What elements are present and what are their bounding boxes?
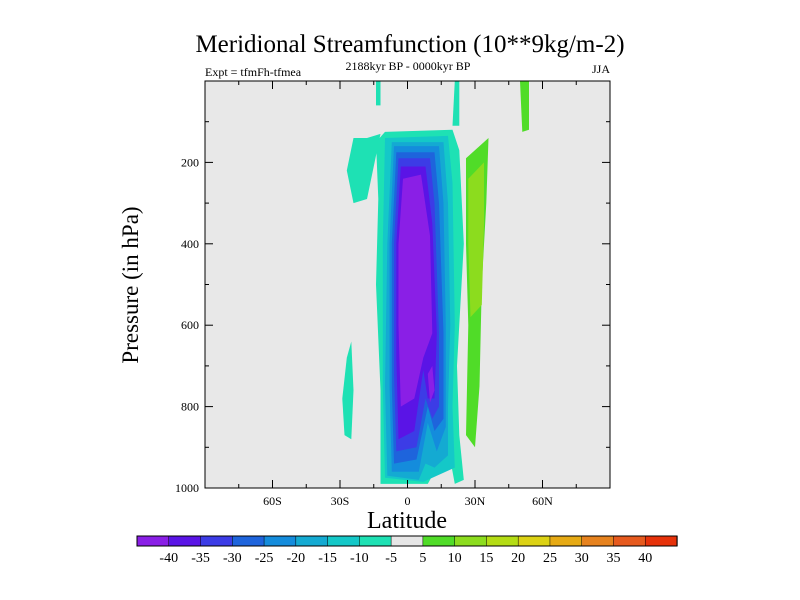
y-tick-label: 400 <box>181 237 199 251</box>
x-tick-label: 0 <box>405 494 411 508</box>
experiment-label: Expt = tfmFh-tfmea <box>205 65 302 79</box>
colorbar: -40 -35 -30 -25 -20 -15 -10 -5 5 10 15 20 25 30 35 40 <box>136 535 678 566</box>
y-axis: 200 400 600 800 1000 <box>175 121 610 495</box>
colorbar-swatch <box>422 535 456 547</box>
colorbar-label: -35 <box>191 551 210 566</box>
colorbar-label: -30 <box>223 551 242 566</box>
x-axis: 60S 30S 0 30N 60N <box>238 81 577 508</box>
x-tick-label: 30S <box>331 494 350 508</box>
colorbar-label: -10 <box>350 551 369 566</box>
colorbar-label: -25 <box>255 551 274 566</box>
colorbar-label: 5 <box>419 551 426 566</box>
colorbar-label: 20 <box>511 551 525 566</box>
contour-region-3 <box>376 81 381 106</box>
colorbar-label: 40 <box>638 551 652 566</box>
colorbar-swatch <box>549 535 583 547</box>
colorbar-swatch <box>168 535 202 547</box>
colorbar-swatch <box>581 535 615 547</box>
contour-region-0 <box>346 133 381 204</box>
colorbar-swatch <box>295 535 329 547</box>
y-tick-label: 200 <box>181 155 199 169</box>
colorbar-swatch <box>263 535 297 547</box>
y-tick-label: 600 <box>181 318 199 332</box>
y-tick-label: 800 <box>181 400 199 414</box>
colorbar-label: 15 <box>479 551 493 566</box>
colorbar-swatch <box>200 535 233 547</box>
colorbar-label: -20 <box>286 551 305 566</box>
y-axis-label: Pressure (in hPa) <box>118 206 143 363</box>
colorbar-swatch <box>486 535 519 547</box>
colorbar-swatch <box>644 535 678 547</box>
colorbar-label: -40 <box>159 551 178 566</box>
contour-region-1 <box>342 341 354 440</box>
x-tick-label: 60S <box>263 494 282 508</box>
contour-regions <box>342 81 529 484</box>
colorbar-swatch <box>454 535 488 547</box>
period-label: 2188kyr BP - 0000kyr BP <box>346 59 471 73</box>
y-tick-label: 1000 <box>175 481 199 495</box>
x-tick-label: 30N <box>465 494 486 508</box>
colorbar-label: 25 <box>543 551 557 566</box>
colorbar-label: 35 <box>606 551 620 566</box>
contour-region-15 <box>468 162 484 318</box>
contour-region-4 <box>452 81 460 126</box>
contour-region-11 <box>398 174 433 407</box>
contour-region-12 <box>427 365 435 403</box>
colorbar-swatch <box>517 535 551 547</box>
colorbar-label: -5 <box>385 551 397 566</box>
x-axis-label: Latitude <box>367 508 447 534</box>
colorbar-label: 30 <box>575 551 589 566</box>
colorbar-swatch <box>613 535 646 547</box>
colorbar-swatch <box>136 535 170 547</box>
colorbar-swatch <box>232 535 265 547</box>
colorbar-label: -15 <box>318 551 337 566</box>
contour-region-14 <box>520 81 529 132</box>
colorbar-frame <box>136 535 678 547</box>
colorbar-label: 10 <box>448 551 462 566</box>
colorbar-swatch <box>327 535 360 547</box>
season-label: JJA <box>592 62 610 76</box>
chart-title: Meridional Streamfunction (10**9kg/m-2) <box>195 31 624 58</box>
colorbar-swatch <box>390 535 424 547</box>
colorbar-swatch <box>359 535 392 547</box>
x-tick-label: 60N <box>532 494 553 508</box>
